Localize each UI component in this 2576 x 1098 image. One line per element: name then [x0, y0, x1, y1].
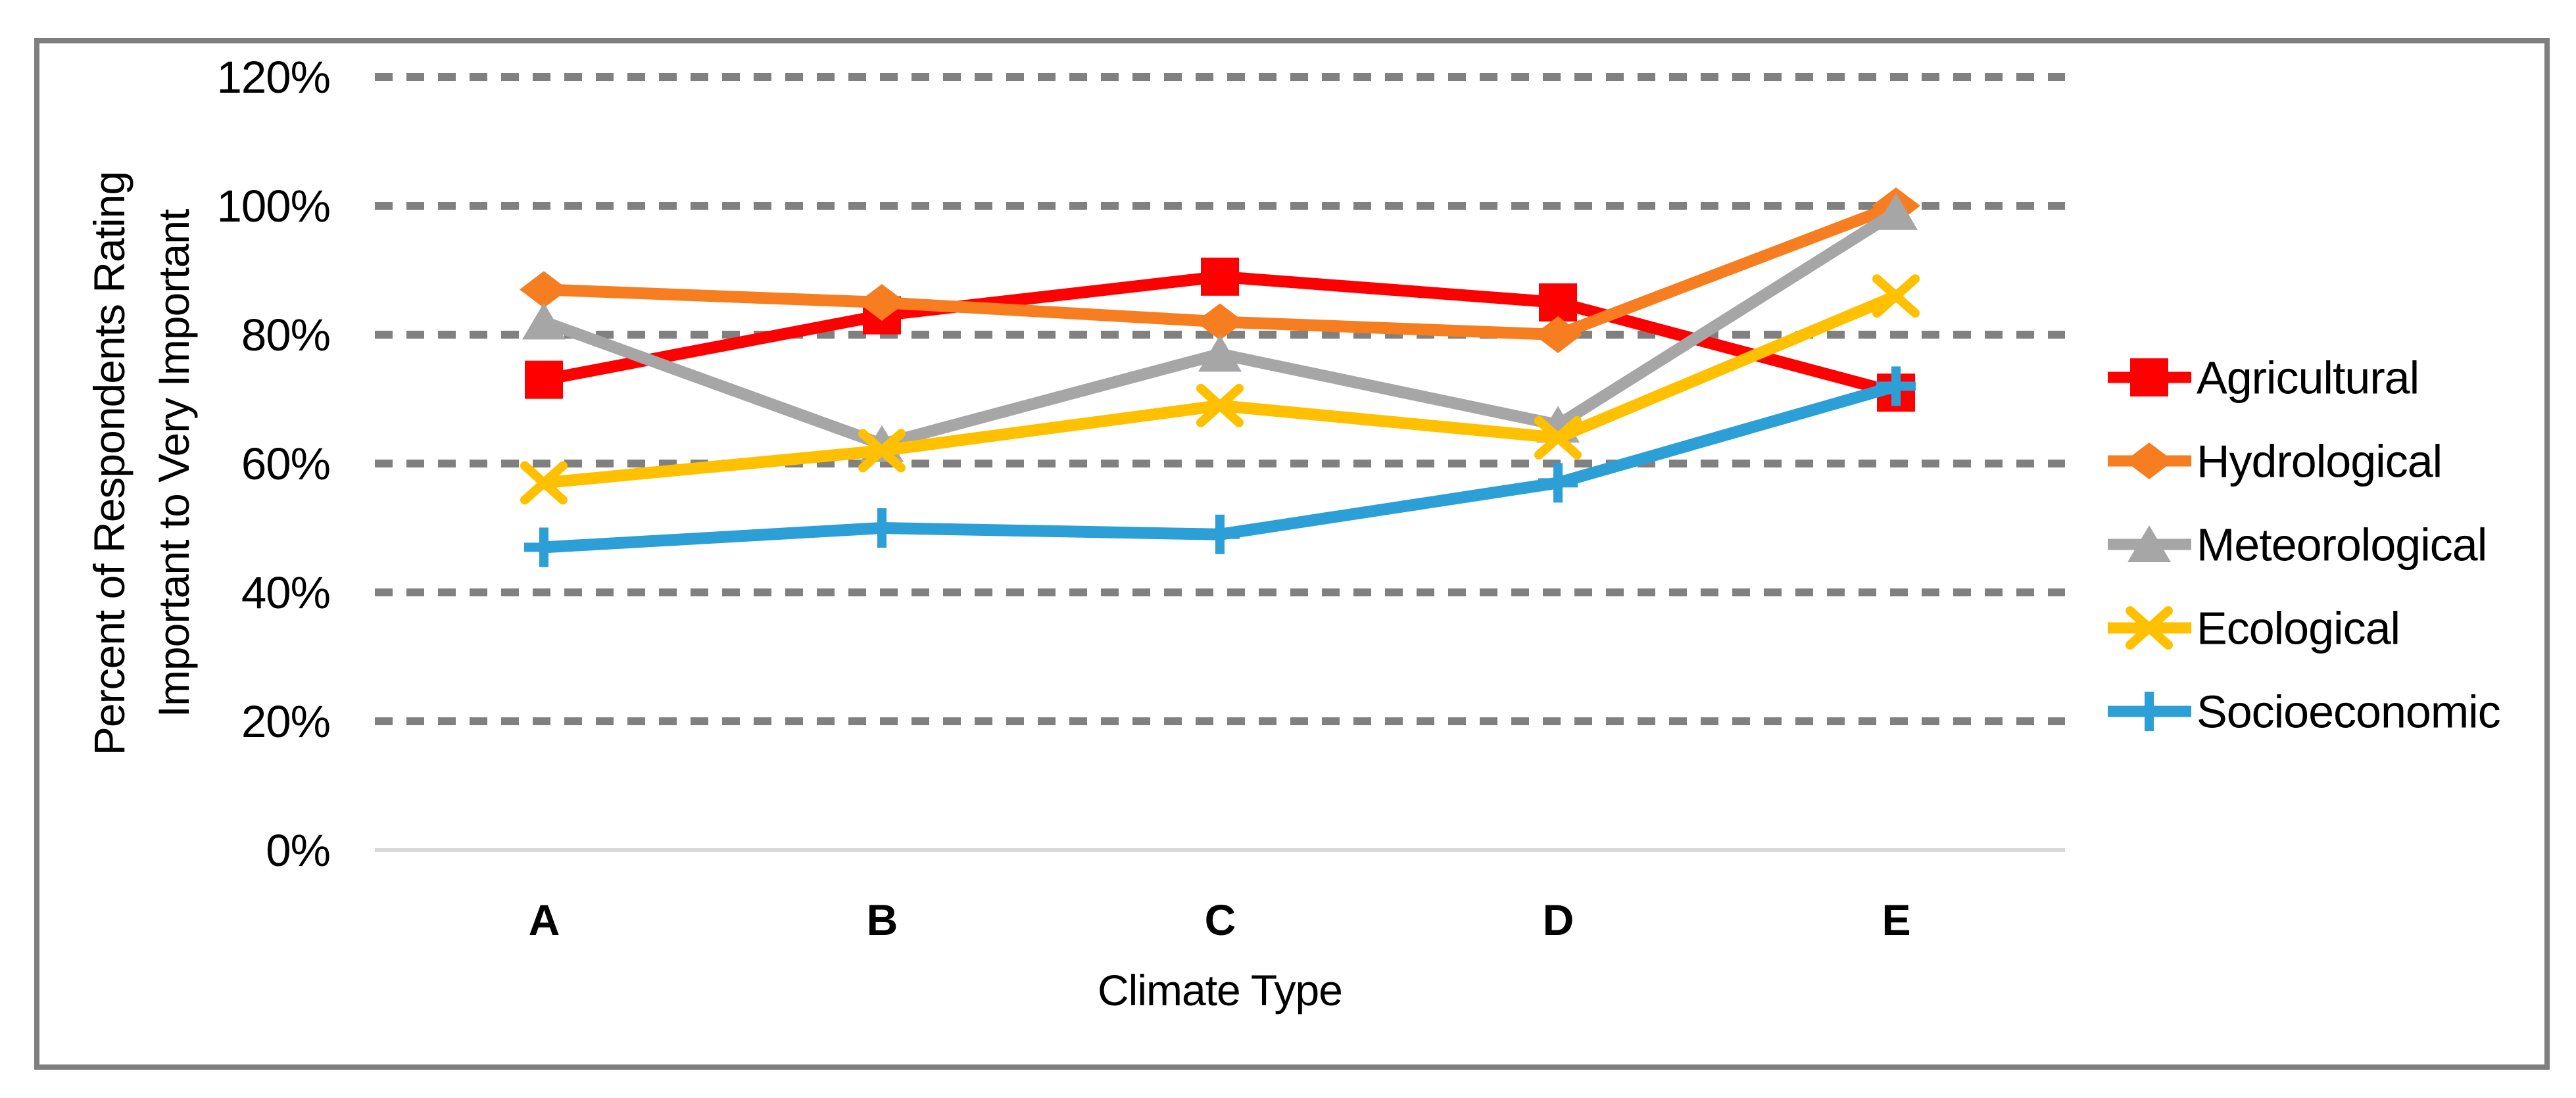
category-label-b: B — [867, 895, 898, 944]
legend-diamond-icon — [2125, 442, 2174, 479]
category-label-d: D — [1543, 895, 1574, 944]
marker-ecological-d — [1534, 416, 1582, 460]
y-axis-title-line-2: Important to Very Important — [149, 209, 198, 717]
chart-frame: 0% 20% 40% 60% 80% 100% 120% A B C D E Climate Type P… — [34, 38, 2550, 1070]
y-tick-label-100: 100% — [217, 181, 330, 231]
marker-agricultural-d — [1539, 283, 1577, 322]
legend-x-icon — [2126, 606, 2173, 650]
legend-label-ecological: Ecological — [2197, 603, 2400, 654]
series-socioeconomic — [524, 366, 1916, 567]
marker-hydrological-c — [1196, 303, 1244, 341]
legend-item-ecological: Ecological — [2108, 603, 2400, 654]
series-ecological — [520, 274, 1920, 505]
series-hydrological — [520, 187, 1920, 353]
marker-socioeconomic-b — [862, 508, 902, 548]
marker-meteorological-e — [1874, 193, 1918, 230]
marker-hydrological-a — [520, 271, 568, 308]
y-tick-label-0: 0% — [266, 825, 330, 876]
legend-item-agricultural: Agricultural — [2108, 352, 2419, 404]
legend-item-socioeconomic: Socioeconomic — [2108, 686, 2501, 738]
marker-socioeconomic-e — [1876, 366, 1916, 406]
legend-item-meteorological: Meteorological — [2108, 519, 2487, 571]
marker-hydrological-b — [858, 284, 906, 321]
legend-label-agricultural: Agricultural — [2197, 352, 2419, 404]
marker-socioeconomic-a — [524, 527, 564, 567]
marker-ecological-c — [1196, 383, 1244, 427]
legend-label-hydrological: Hydrological — [2197, 436, 2442, 487]
y-tick-label-120: 120% — [217, 52, 330, 103]
y-axis-title-line-1: Percent of Respondents Rating — [85, 172, 134, 755]
legend: Agricultural Hydrological Meteorological Ec… — [2108, 352, 2501, 738]
y-tick-label-60: 60% — [241, 439, 330, 489]
marker-agricultural-a — [525, 360, 563, 399]
x-axis-category-labels: A B C D E — [529, 895, 1911, 944]
category-label-c: C — [1205, 895, 1236, 944]
y-axis-tick-labels: 0% 20% 40% 60% 80% 100% 120% — [217, 52, 331, 876]
marker-hydrological-d — [1534, 316, 1582, 353]
legend-plus-icon — [2129, 692, 2169, 731]
category-label-a: A — [529, 895, 560, 944]
legend-label-socioeconomic: Socioeconomic — [2197, 686, 2500, 738]
legend-item-hydrological: Hydrological — [2108, 436, 2442, 487]
marker-ecological-b — [858, 429, 906, 473]
marker-socioeconomic-c — [1200, 514, 1240, 554]
y-tick-label-40: 40% — [241, 567, 330, 618]
marker-ecological-e — [1872, 274, 1920, 318]
marker-ecological-a — [520, 461, 568, 505]
y-tick-label-20: 20% — [241, 696, 330, 747]
marker-socioeconomic-d — [1538, 463, 1578, 503]
gridlines — [375, 73, 2065, 852]
x-axis-title: Climate Type — [1098, 966, 1342, 1014]
y-axis-title: Percent of Respondents Rating Important t… — [85, 172, 198, 755]
legend-label-meteorological: Meteorological — [2197, 519, 2487, 571]
marker-meteorological-a — [522, 302, 566, 340]
marker-meteorological-c — [1198, 335, 1242, 372]
legend-square-icon — [2130, 358, 2168, 396]
marker-agricultural-c — [1201, 257, 1239, 296]
category-label-e: E — [1882, 895, 1910, 944]
legend-triangle-icon — [2127, 525, 2171, 562]
y-tick-label-80: 80% — [241, 310, 330, 360]
